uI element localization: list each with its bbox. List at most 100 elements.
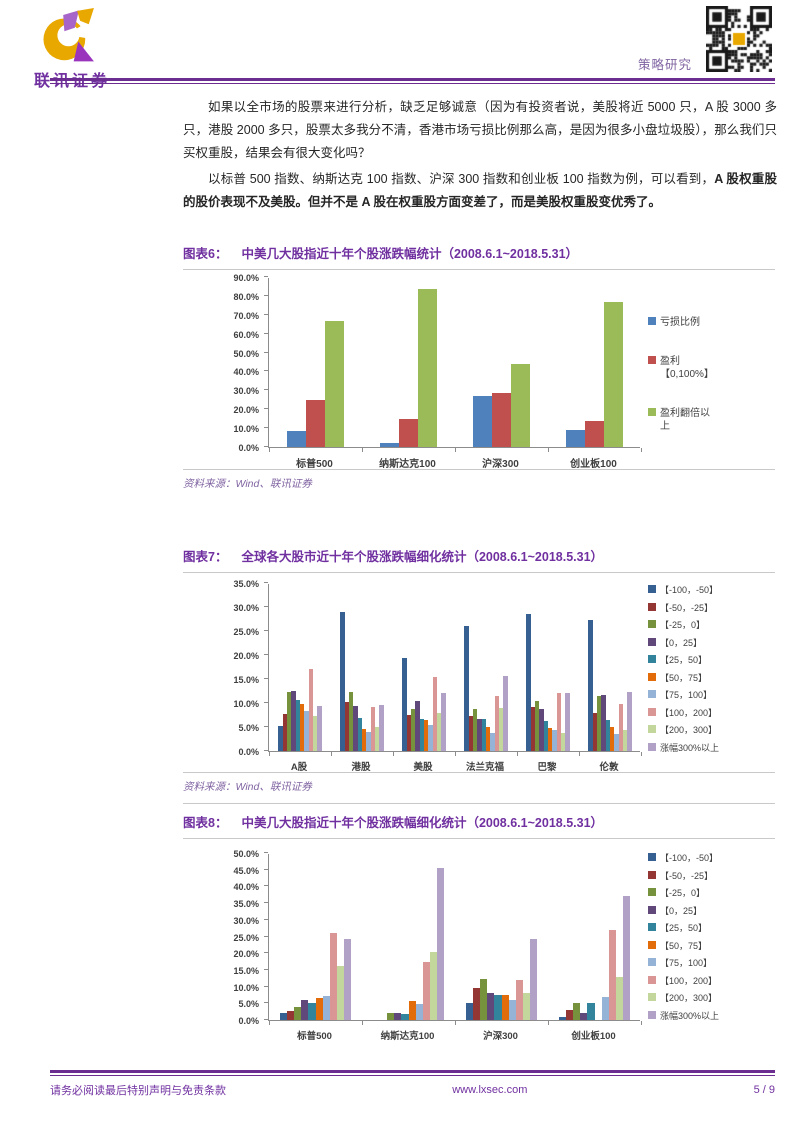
y-axis-tick-mark — [264, 351, 268, 353]
bar — [437, 868, 445, 1020]
y-axis-tick-mark — [264, 1002, 268, 1004]
bar — [380, 443, 400, 447]
footer: 请务必阅读最后特别声明与免责条款 www.lxsec.com 5 / 9 — [50, 1082, 775, 1098]
legend-item: 盈利【0,100%】 — [648, 355, 714, 381]
legend-item: 涨幅300%以上 — [648, 742, 748, 754]
bar — [436, 712, 442, 751]
x-axis-category-label: 创业板100 — [570, 459, 617, 470]
x-axis-category-label: 巴黎 — [537, 762, 557, 773]
plot-area — [264, 276, 642, 452]
legend-swatch — [648, 637, 656, 646]
bar — [424, 720, 429, 751]
y-axis-tick-label: 5.0% — [238, 723, 259, 733]
bar — [501, 995, 509, 1020]
x-axis-tick-mark — [455, 1021, 456, 1025]
legend-item: 【-50，-25】 — [648, 602, 748, 614]
bar — [508, 999, 516, 1020]
bar — [301, 999, 309, 1020]
bar — [468, 715, 474, 751]
bar — [465, 1002, 473, 1020]
bar — [498, 708, 504, 751]
legend-label: 【75，100】 — [660, 690, 713, 700]
bar-group — [455, 278, 548, 447]
x-axis-tick-mark — [455, 752, 456, 756]
bar — [480, 978, 488, 1020]
figure8-title: 图表8： 中美几大股指近十年个股涨跌幅细化统计（2008.6.1~2018.5.3… — [183, 812, 775, 839]
y-axis-tick-mark — [264, 332, 268, 334]
y-axis-tick-label: 30.0% — [233, 915, 259, 926]
bar — [415, 700, 420, 751]
y-axis-tick-label: 50.0% — [233, 348, 259, 359]
legend-item: 【25，50】 — [648, 654, 748, 666]
bar-group — [517, 584, 579, 751]
plot-area — [264, 582, 642, 756]
x-axis-tick-mark — [362, 448, 363, 452]
y-axis-tick-label: 10.0% — [233, 982, 259, 993]
bar — [615, 976, 624, 1020]
y-axis-tick-mark — [264, 852, 268, 853]
y-axis-tick-label: 15.0% — [233, 965, 259, 976]
y-axis-tick-mark — [264, 918, 268, 920]
x-axis-tick-mark — [269, 1021, 270, 1025]
bar-group — [579, 584, 641, 751]
legend-label: 亏损比例 — [660, 317, 700, 328]
legend-label: 【50，75】 — [660, 672, 708, 683]
legend-item: 盈利翻倍以上 — [648, 407, 714, 433]
legend-swatch — [648, 993, 656, 1001]
bar — [312, 716, 318, 751]
legend-label: 【-25，0】 — [660, 620, 706, 630]
paragraph: 如果以全市场的股票来进行分析，缺乏足够诚意（因为有投资者说，美股将近 5000 … — [183, 96, 777, 165]
y-axis-tick-mark — [264, 868, 268, 870]
bar — [366, 732, 371, 751]
legend-swatch — [648, 655, 656, 663]
figure6-name: 中美几大股指近十年个股涨跌幅统计（2008.6.1~2018.5.31） — [241, 247, 579, 261]
footer-rule-thin — [50, 1075, 775, 1076]
legend-swatch — [648, 742, 656, 751]
y-axis-tick-mark — [264, 654, 268, 655]
bar — [317, 705, 322, 751]
x-axis-tick-mark — [548, 448, 549, 452]
bar — [588, 619, 593, 751]
figure6-label: 图表6： — [183, 247, 228, 261]
x-axis-tick-mark — [517, 752, 518, 756]
bar — [344, 701, 350, 751]
bar — [530, 707, 536, 751]
y-axis-tick-mark — [264, 630, 268, 631]
y-axis-tick-mark — [264, 606, 268, 607]
y-axis-tick-label: 40.0% — [233, 882, 259, 893]
x-axis-category-label: 标普500 — [296, 459, 333, 470]
legend-label: 【100，200】 — [660, 707, 718, 718]
y-axis-tick-mark — [264, 582, 268, 583]
bar — [587, 1002, 595, 1020]
bar — [324, 321, 344, 447]
bar-group — [362, 278, 455, 447]
y-axis-tick-mark — [264, 726, 268, 727]
bar — [565, 1009, 574, 1020]
source-text: 资料来源：Wind、联讯证券 — [183, 478, 312, 490]
bar — [399, 419, 418, 447]
legend-label: 涨幅300%以上 — [660, 742, 720, 753]
bar — [481, 718, 486, 751]
y-axis-tick-label: 30.0% — [233, 603, 259, 613]
y-axis-tick-mark — [264, 313, 268, 315]
y-axis-tick-mark — [264, 750, 268, 751]
legend-item: 【-25，0】 — [648, 619, 748, 631]
legend-swatch — [648, 408, 656, 416]
y-axis-tick-label: 20.0% — [233, 651, 259, 661]
legend-item: 【0，25】 — [648, 637, 748, 649]
bar — [515, 979, 523, 1020]
bar — [618, 703, 623, 751]
bar — [477, 718, 482, 751]
bar — [306, 400, 325, 447]
header-rule-thin — [50, 83, 775, 84]
x-axis-category-label: 创业板100 — [571, 1031, 616, 1042]
y-axis: 0.0% 5.0% 10.0% 15.0% 20.0% 25.0% 30.0% 35.0% — [183, 579, 265, 757]
bar — [322, 996, 330, 1020]
bar — [411, 709, 416, 751]
header-rule-thick — [50, 78, 775, 81]
bar — [535, 700, 540, 751]
bar — [300, 703, 305, 751]
legend-item: 【200，300】 — [648, 992, 748, 1004]
legend-label: 【-100，-50】 — [660, 585, 719, 595]
bar — [278, 726, 283, 751]
